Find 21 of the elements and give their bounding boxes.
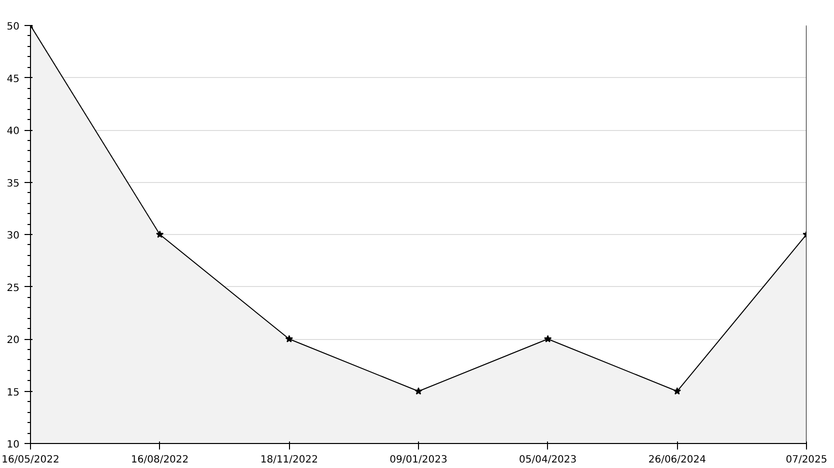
point (285, 335, 293, 342)
x-tick-label: 18/11/2022 (260, 454, 318, 466)
x-tick-label: 16/08/2022 (131, 454, 189, 466)
y-tick-label: 25 (6, 282, 20, 294)
y-tick-label: 35 (6, 178, 20, 190)
y-tick-label: 10 (6, 440, 20, 450)
y-tick-label: 15 (6, 387, 20, 398)
y-tick-label: 20 (6, 335, 20, 346)
point (673, 387, 681, 395)
x-tick-label: 26/06/2024 (648, 454, 706, 466)
y-tick-label: 45 (6, 74, 20, 85)
point (414, 387, 422, 395)
x-tick-label: 07/2025 (786, 454, 828, 466)
x-tick-label: 09/01/2023 (390, 454, 448, 466)
x-tick-label: 16/05/2022 (2, 454, 60, 466)
y-tick-label: 50 (6, 22, 20, 32)
y-tick-label: 30 (6, 230, 20, 242)
y-tick-label: 40 (6, 126, 20, 137)
x-tick-label: 05/04/2023 (519, 454, 577, 466)
point (156, 230, 164, 238)
point (544, 335, 552, 342)
